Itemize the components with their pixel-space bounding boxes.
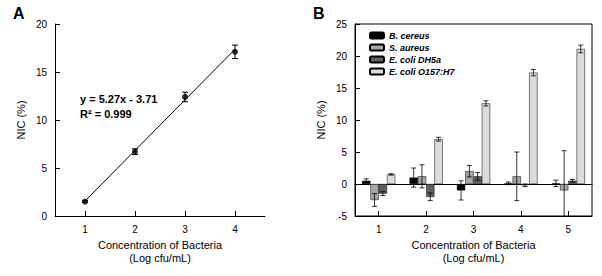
svg-text:1: 1 <box>82 224 88 235</box>
svg-text:4: 4 <box>232 224 238 235</box>
svg-text:A: A <box>13 5 25 22</box>
svg-text:E. coli DH5a: E. coli DH5a <box>389 55 441 65</box>
svg-text:5: 5 <box>341 147 347 158</box>
svg-text:B: B <box>313 5 325 22</box>
svg-text:2: 2 <box>132 224 138 235</box>
svg-text:15: 15 <box>36 67 48 78</box>
svg-text:20: 20 <box>336 51 348 62</box>
svg-text:1: 1 <box>376 224 382 235</box>
svg-text:E. coli O157:H7: E. coli O157:H7 <box>389 67 456 77</box>
svg-text:NIC (%): NIC (%) <box>15 100 27 139</box>
svg-text:R² = 0.999: R² = 0.999 <box>80 108 132 120</box>
svg-text:S. aureus: S. aureus <box>389 43 430 53</box>
svg-text:0: 0 <box>41 211 47 222</box>
svg-text:25: 25 <box>336 19 348 30</box>
svg-text:20: 20 <box>36 19 48 30</box>
svg-text:15: 15 <box>336 83 348 94</box>
svg-text:B. cereus: B. cereus <box>389 31 430 41</box>
svg-text:10: 10 <box>36 115 48 126</box>
svg-text:0: 0 <box>341 179 347 190</box>
svg-text:(Log cfu/mL): (Log cfu/mL) <box>443 252 505 264</box>
svg-text:2: 2 <box>423 224 429 235</box>
svg-text:Concentration of Bacteria: Concentration of Bacteria <box>98 239 223 251</box>
svg-text:NIC (%): NIC (%) <box>315 100 327 139</box>
svg-text:Concentration of Bacteria: Concentration of Bacteria <box>411 239 536 251</box>
svg-text:3: 3 <box>471 224 477 235</box>
svg-text:5: 5 <box>41 163 47 174</box>
svg-text:(Log cfu/mL): (Log cfu/mL) <box>129 252 191 264</box>
svg-text:5: 5 <box>566 224 572 235</box>
svg-text:4: 4 <box>518 224 524 235</box>
svg-text:10: 10 <box>336 115 348 126</box>
svg-text:-5: -5 <box>338 211 347 222</box>
svg-text:y = 5.27x - 3.71: y = 5.27x - 3.71 <box>80 93 157 105</box>
svg-text:3: 3 <box>182 224 188 235</box>
